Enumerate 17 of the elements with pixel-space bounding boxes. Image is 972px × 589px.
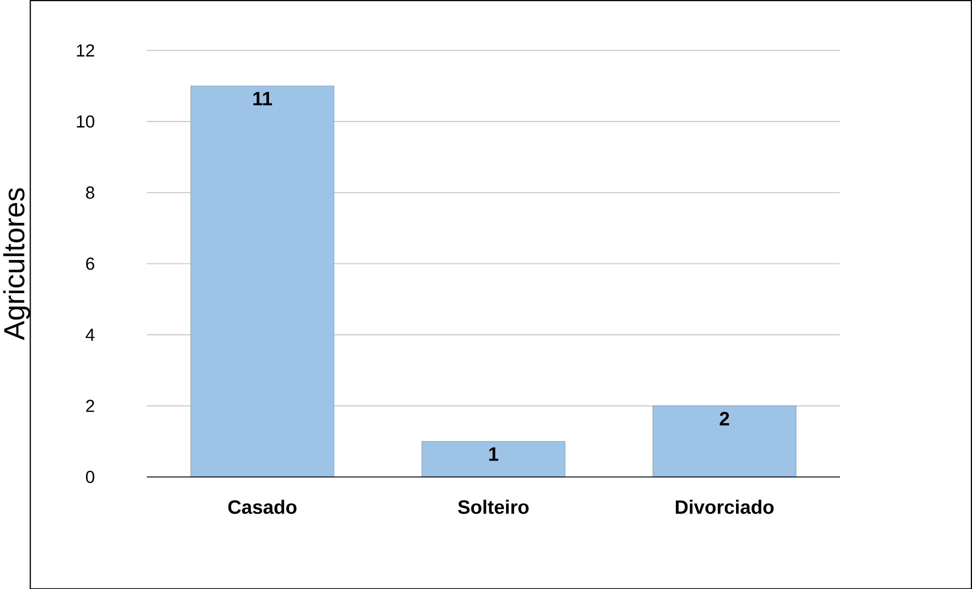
bar: [422, 441, 566, 477]
y-tick-label: 12: [76, 44, 94, 56]
bar: [652, 405, 796, 477]
y-tick-label: 10: [76, 115, 94, 128]
y-tick-label: 2: [86, 400, 94, 412]
x-tick-label: Divorciado: [676, 500, 774, 514]
x-tick-label: Casado: [228, 500, 297, 514]
data-label: 2: [720, 412, 730, 426]
data-label: 1: [489, 447, 498, 460]
data-label: 11: [253, 92, 272, 106]
x-tick-label: Solteiro: [458, 500, 529, 514]
y-tick-label: 4: [86, 328, 94, 341]
bar: [190, 86, 334, 477]
y-tick-label: 6: [86, 257, 94, 270]
y-tick-label: 8: [86, 186, 94, 199]
y-tick-label: 0: [86, 470, 94, 483]
y-axis-title: Agricultores: [3, 188, 30, 340]
